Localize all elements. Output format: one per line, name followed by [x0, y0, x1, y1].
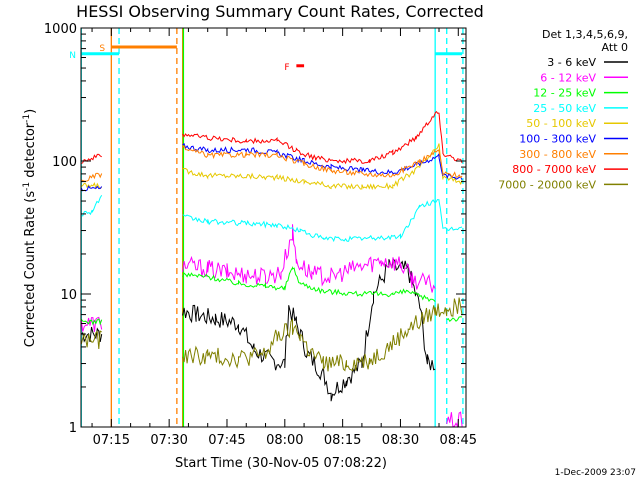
x-axis-label: Start Time (30-Nov-05 07:08:22): [175, 456, 387, 471]
y-tick-label-1: 10: [60, 288, 77, 303]
legend-label-7: 800 - 7000 keV: [512, 163, 596, 176]
legend-label-0: 3 - 6 keV: [547, 56, 596, 69]
series-line-8-seg-0: [80, 330, 102, 350]
y-axis-label-sup-2: -1: [22, 114, 32, 123]
series-line-3-seg-0: [81, 195, 103, 217]
series-line-4-seg-1: [182, 143, 463, 191]
x-tick-label-0: 07:15: [93, 433, 130, 448]
legend-label-2: 12 - 25 keV: [533, 87, 596, 100]
legend: Det 1,3,4,5,6,9,Att 0 3 - 6 keV 6 - 12 keV…: [498, 28, 628, 191]
y-axis-label-main: Corrected Count Rate (s: [23, 191, 38, 348]
chart-title: HESSI Observing Summary Count Rates, Cor…: [76, 2, 484, 21]
series-line-1-seg-1: [182, 224, 436, 293]
x-tick-label-3: 08:00: [266, 433, 303, 448]
series-line-3-seg-1: [182, 198, 463, 243]
x-tick-label-6: 08:45: [440, 433, 477, 448]
x-tick-label-2: 07:45: [208, 433, 245, 448]
legend-label-6: 300 - 800 keV: [519, 148, 596, 161]
y-axis-label-sup-1: -1: [22, 182, 32, 191]
series-line-8-seg-1: [182, 297, 463, 372]
series-line-0-seg-0: [80, 326, 103, 343]
x-tick-label-5: 08:30: [382, 433, 419, 448]
legend-title-1: Att 0: [602, 41, 628, 54]
series-line-6-seg-0: [81, 172, 103, 182]
legend-label-3: 25 - 50 keV: [533, 102, 596, 115]
plot-area: S N F: [69, 28, 464, 429]
y-axis-label-mid: detector: [23, 122, 38, 182]
x-tick-label-1: 07:30: [150, 433, 187, 448]
series-line-2-seg-1: [182, 265, 436, 303]
legend-label-8: 7000 - 20000 keV: [498, 178, 596, 191]
y-tick-label-3: 1000: [44, 22, 77, 37]
series-line-4-seg-0: [81, 182, 102, 190]
date-stamp: 1-Dec-2009 23:07: [555, 468, 636, 478]
series-line-6-seg-1: [182, 144, 463, 179]
legend-title-0: Det 1,3,4,5,6,9,: [542, 28, 628, 41]
flag-label-2: F: [284, 63, 289, 73]
series-line-7-seg-1: [182, 110, 463, 165]
legend-label-5: 100 - 300 keV: [519, 133, 596, 146]
flag-label-0: S: [99, 44, 105, 54]
y-axis-label: Corrected Count Rate (s-1 detector-1): [22, 109, 38, 347]
series-line-1-seg-2: [446, 411, 463, 429]
series-line-7-seg-0: [81, 153, 102, 164]
flag-label-1: N: [69, 51, 76, 61]
y-tick-label-2: 100: [52, 155, 77, 170]
axes: 1 10 100 1000 07:15 07:30 07:45 08:00 08:15 08:30…: [44, 22, 477, 448]
series-line-2-seg-0: [80, 318, 103, 326]
x-tick-label-4: 08:15: [324, 433, 361, 448]
series-line-2-seg-2: [446, 316, 463, 322]
plot-frame: [80, 27, 467, 428]
series-line-1-seg-0: [80, 316, 103, 332]
y-tick-label-0: 1: [69, 421, 77, 436]
legend-label-1: 6 - 12 keV: [540, 71, 596, 84]
legend-label-4: 50 - 100 keV: [526, 117, 596, 130]
y-axis-label-end: ): [23, 109, 38, 114]
